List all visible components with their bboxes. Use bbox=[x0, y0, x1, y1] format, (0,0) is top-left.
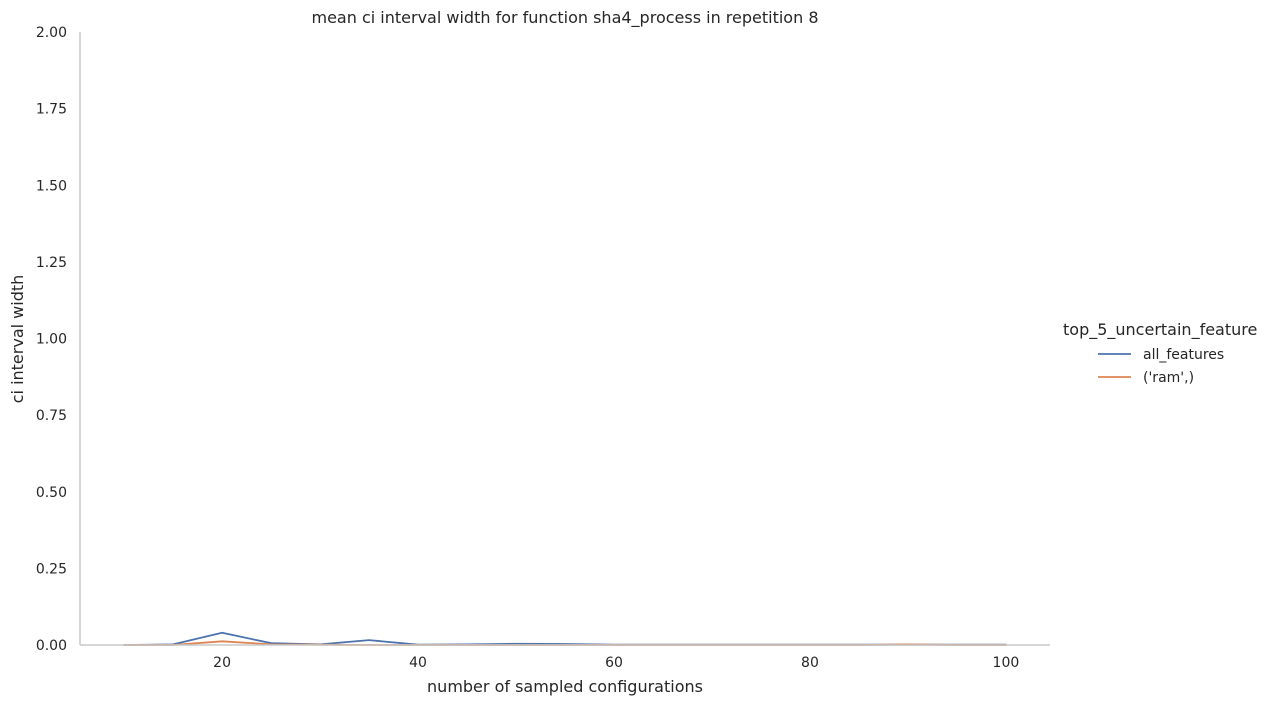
y-tick-label: 1.50 bbox=[36, 178, 67, 194]
legend: top_5_uncertain_feature all_features ('ra… bbox=[1063, 320, 1257, 386]
legend-label-1: ('ram',) bbox=[1143, 370, 1194, 386]
x-axis-title: number of sampled configurations bbox=[427, 677, 703, 696]
legend-items: all_features ('ram',) bbox=[1098, 347, 1224, 386]
series-layer bbox=[123, 631, 1007, 646]
y-tick-label: 1.25 bbox=[36, 255, 67, 271]
legend-label-0: all_features bbox=[1143, 347, 1224, 363]
x-tick-label: 60 bbox=[605, 655, 623, 671]
x-tick-label: 100 bbox=[993, 655, 1020, 671]
x-tick-label: 80 bbox=[801, 655, 819, 671]
y-tick-label: 0.75 bbox=[36, 408, 67, 424]
y-tick-label: 0.25 bbox=[36, 561, 67, 577]
y-axis-ticks: 0.00 0.25 0.50 0.75 1.00 1.25 1.50 1.75 2.00 bbox=[36, 25, 67, 654]
plot-area bbox=[79, 32, 1050, 646]
x-axis-ticks: 20 40 60 80 100 bbox=[213, 655, 1019, 671]
legend-title: top_5_uncertain_feature bbox=[1063, 320, 1257, 340]
y-tick-label: 0.50 bbox=[36, 485, 67, 501]
y-axis-title: ci interval width bbox=[8, 275, 27, 404]
y-tick-label: 1.75 bbox=[36, 102, 67, 118]
y-tick-label: 0.00 bbox=[36, 638, 67, 654]
y-tick-label: 1.00 bbox=[36, 332, 67, 348]
y-tick-label: 2.00 bbox=[36, 25, 67, 41]
x-tick-label: 20 bbox=[213, 655, 231, 671]
x-tick-label: 40 bbox=[409, 655, 427, 671]
chart-title: mean ci interval width for function sha4… bbox=[312, 8, 819, 28]
